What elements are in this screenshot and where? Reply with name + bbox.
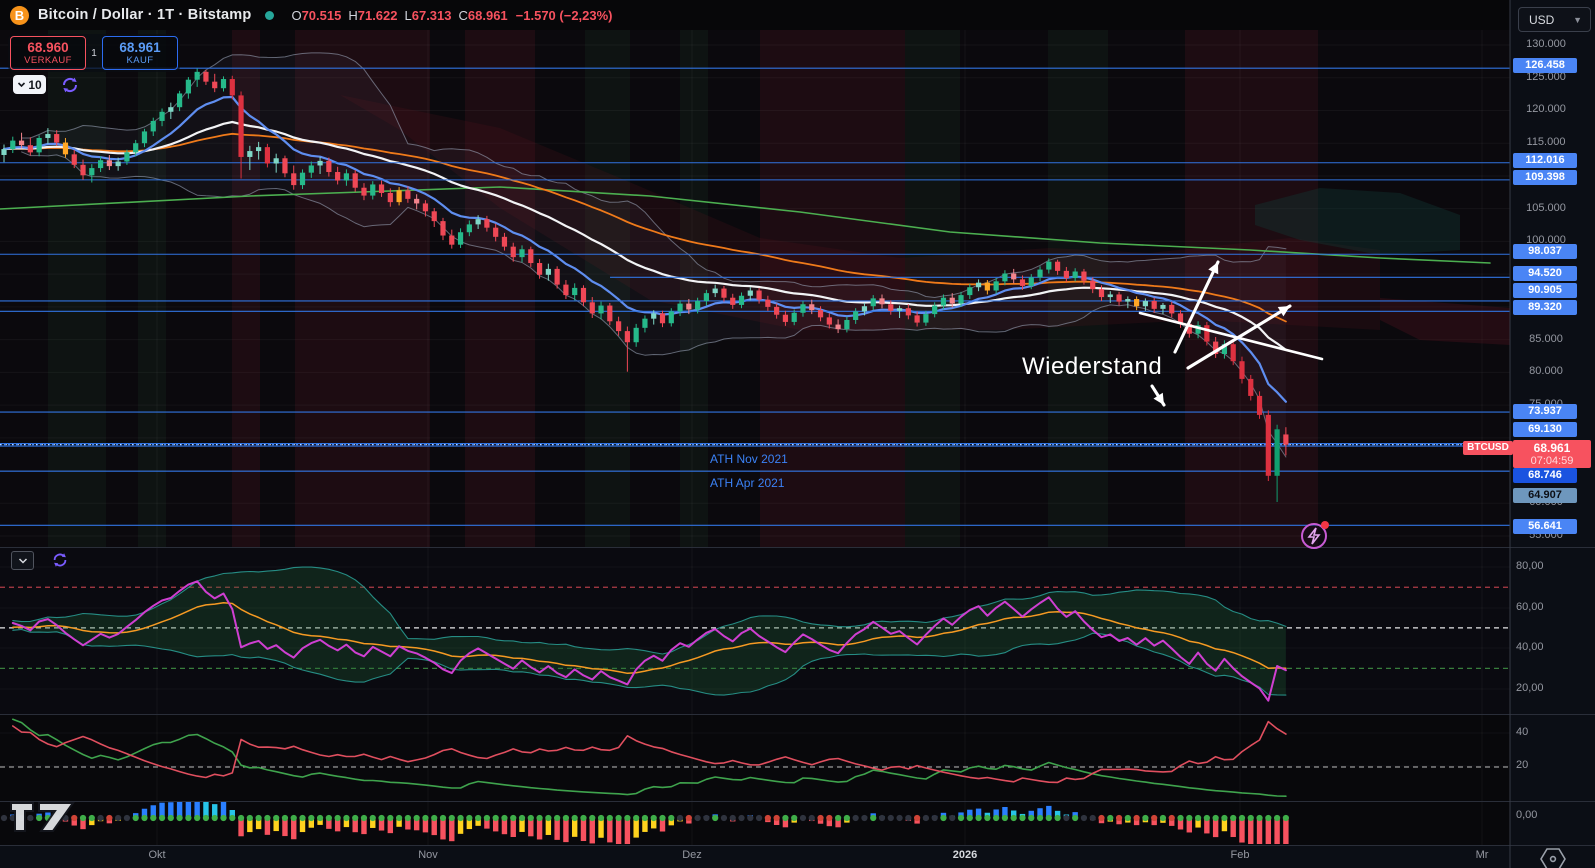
chevron-down-icon xyxy=(18,557,27,564)
currency-value: USD xyxy=(1529,12,1555,27)
low-label: L xyxy=(404,7,412,23)
low-price-badge: 64.907 xyxy=(1513,488,1577,503)
notification-dot xyxy=(1321,521,1329,529)
price-axis-label: 105.000 xyxy=(1526,202,1566,214)
high-value: 71.622 xyxy=(357,7,398,23)
chevron-down-icon xyxy=(18,82,26,88)
spread-value: 1 xyxy=(91,47,97,59)
symbol-title: Bitcoin / Dollar · 1T · Bitstamp xyxy=(38,7,252,23)
price-axis-label: 115.000 xyxy=(1526,136,1566,148)
market-status-icon xyxy=(265,10,275,20)
price-axis-label: 125.000 xyxy=(1526,71,1566,83)
bar-countdown: 07:04:59 xyxy=(1530,455,1574,467)
price-level-badge: 73.937 xyxy=(1513,404,1577,419)
di-axis-label: 40 xyxy=(1516,726,1529,738)
buy-price: 68.961 xyxy=(119,39,161,55)
price-level-badge: 69.130 xyxy=(1513,422,1577,437)
close-value: 68.961 xyxy=(467,7,508,23)
open-label: O xyxy=(291,7,302,23)
sell-button[interactable]: 68.960 VERKAUF xyxy=(10,36,86,70)
time-axis-label: 2026 xyxy=(952,849,978,861)
price-level-badge: 94.520 xyxy=(1513,266,1577,281)
resistance-annotation[interactable]: Wiederstand xyxy=(1022,353,1163,380)
price-axis-label: 80.000 xyxy=(1529,365,1563,377)
rsi-refresh-icon[interactable] xyxy=(51,551,69,569)
time-axis-label: Feb xyxy=(1230,849,1250,861)
price-axis-label: 85.000 xyxy=(1529,333,1563,345)
high-label: H xyxy=(348,7,358,23)
di-axis-label: 20 xyxy=(1516,759,1529,771)
time-axis-label: Mr xyxy=(1475,849,1489,861)
settings-icon[interactable] xyxy=(1538,847,1568,868)
price-axis-label: 120.000 xyxy=(1526,103,1566,115)
price-level-badge: 109.398 xyxy=(1513,170,1577,185)
currency-selector[interactable]: USD ▼ xyxy=(1518,7,1591,32)
symbol-price-tag: BTCUSD xyxy=(1463,441,1513,455)
price-axis-label: 100.000 xyxy=(1526,234,1566,246)
rsi-axis-label: 40,00 xyxy=(1516,641,1544,653)
time-axis-label: Okt xyxy=(148,849,166,861)
tradingview-logo-icon xyxy=(10,802,75,832)
ath-nov-2021-label[interactable]: ATH Nov 2021 xyxy=(710,452,788,466)
hist-axis-label: 0,00 xyxy=(1516,809,1538,821)
quick-trade-icon[interactable] xyxy=(1298,517,1334,553)
ma-length-dropdown[interactable]: 10 xyxy=(13,75,46,94)
time-axis-label: Nov xyxy=(418,849,438,861)
price-level-badge: 56.641 xyxy=(1513,519,1577,534)
open-value: 70.515 xyxy=(301,7,342,23)
price-level-badge: 112.016 xyxy=(1513,153,1577,168)
change-value: −1.570 (−2,23%) xyxy=(515,7,613,23)
close-label: C xyxy=(458,7,468,23)
price-axis-label: 130.000 xyxy=(1526,38,1566,50)
current-price-value: 68.961 xyxy=(1533,441,1571,455)
time-axis-label: Dez xyxy=(682,849,702,861)
bitcoin-logo-icon: B xyxy=(10,5,29,25)
price-level-badge: 126.458 xyxy=(1513,58,1577,73)
current-price-badge: 68.961 07:04:59 xyxy=(1513,440,1591,468)
rsi-axis-label: 60,00 xyxy=(1516,601,1544,613)
chevron-down-icon: ▼ xyxy=(1573,14,1582,25)
price-level-badge: 90.905 xyxy=(1513,283,1577,298)
refresh-icon[interactable] xyxy=(60,75,80,95)
trade-widget: 68.960 VERKAUF 1 68.961 KAUF xyxy=(8,34,180,72)
ma-length-value: 10 xyxy=(28,77,42,92)
buy-label: KAUF xyxy=(126,54,154,66)
rsi-axis-label: 80,00 xyxy=(1516,560,1544,572)
price-level-badge: 89.320 xyxy=(1513,300,1577,315)
price-level-badge: 98.037 xyxy=(1513,244,1577,259)
low-value: 67.313 xyxy=(411,7,452,23)
sell-label: VERKAUF xyxy=(24,54,72,66)
ath-apr-2021-label[interactable]: ATH Apr 2021 xyxy=(710,476,785,490)
rsi-panel-collapse-button[interactable] xyxy=(11,551,34,570)
rsi-axis-label: 20,00 xyxy=(1516,682,1544,694)
buy-button[interactable]: 68.961 KAUF xyxy=(102,36,178,70)
price-level-badge: 68.746 xyxy=(1513,468,1577,483)
chart-header: B Bitcoin / Dollar · 1T · Bitstamp O 70.… xyxy=(0,0,1510,30)
sell-price: 68.960 xyxy=(27,39,69,55)
